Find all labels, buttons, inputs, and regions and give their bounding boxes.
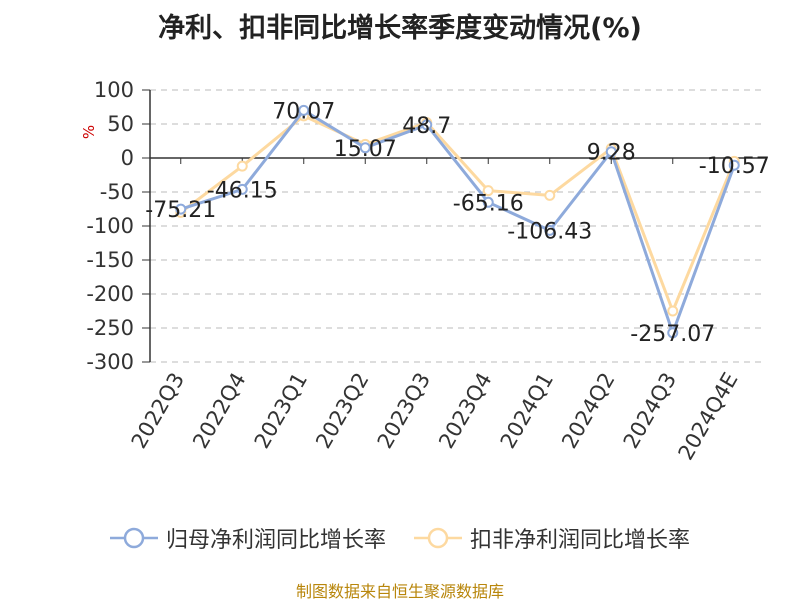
series-2-point [667,305,679,317]
legend-item-series2[interactable]: 扣非净利润同比增长率 [414,522,690,554]
x-tick-label: 2022Q4 [188,369,250,453]
data-label: -257.07 [630,322,715,347]
x-tick-label: 2024Q2 [557,369,619,453]
series-2-point [236,160,248,172]
data-label: -75.21 [145,198,216,223]
x-tick-label: 2023Q3 [373,369,435,453]
y-tick-label: -250 [86,316,134,340]
y-tick-label: -150 [86,248,134,272]
y-axis-unit: % [80,125,98,139]
source-note: 制图数据来自恒生聚源数据库 [295,582,504,601]
x-tick-label: 2022Q3 [127,369,189,453]
data-label: -46.15 [207,178,278,203]
legend-label-series2: 扣非净利润同比增长率 [470,528,691,553]
x-tick-label: 2023Q4 [434,369,496,453]
grid-lines [150,89,765,363]
series-line-2 [179,114,736,313]
series-1-point [544,224,556,236]
data-label: 9.28 [587,141,636,166]
legend-label-series1: 归母净利润同比增长率 [165,528,386,553]
series-1-point [605,146,617,158]
series-1-point [175,203,187,215]
series-1-point [667,327,679,339]
y-tick-label: -300 [86,350,134,374]
x-tick-label: 2023Q1 [250,369,312,453]
series-1-point [728,159,740,171]
data-label: -10.57 [699,154,770,179]
legend-line-circle-icon [414,527,462,549]
data-label: 15.07 [334,137,397,162]
data-label: -65.16 [453,191,524,216]
x-tick-label: 2024Q1 [496,369,558,453]
series-1-point [482,196,494,208]
x-tick-label: 2024Q4E [673,369,742,465]
series-1-point [359,142,371,154]
legend-line-circle-icon [109,527,158,549]
y-tick-label: -200 [86,282,134,306]
y-tick-label: -50 [100,180,134,204]
data-label: -106.43 [507,219,592,244]
series-2-point [544,189,556,201]
data-label: 70.07 [272,99,335,124]
y-tick-label: 0 [121,146,134,170]
series-2-point [482,185,494,197]
data-label: 48.7 [402,114,451,139]
series-1-point [421,119,433,131]
y-tick-label: 100 [94,78,134,102]
series-1-point [298,104,310,116]
chart-title: 净利、扣非同比增长率季度变动情况(%) [158,13,642,44]
y-tick-label: 50 [107,112,134,136]
legend-item-series1[interactable]: 归母净利润同比增长率 [109,522,386,554]
x-tick-label: 2024Q3 [619,369,681,453]
series-line-1 [180,108,736,335]
legend: 归母净利润同比增长率 扣非净利润同比增长率 [0,522,800,554]
series-1-point [236,183,248,195]
series-lines [175,104,740,339]
x-tick-label: 2023Q2 [311,369,373,453]
y-tick-label: -100 [86,214,134,238]
